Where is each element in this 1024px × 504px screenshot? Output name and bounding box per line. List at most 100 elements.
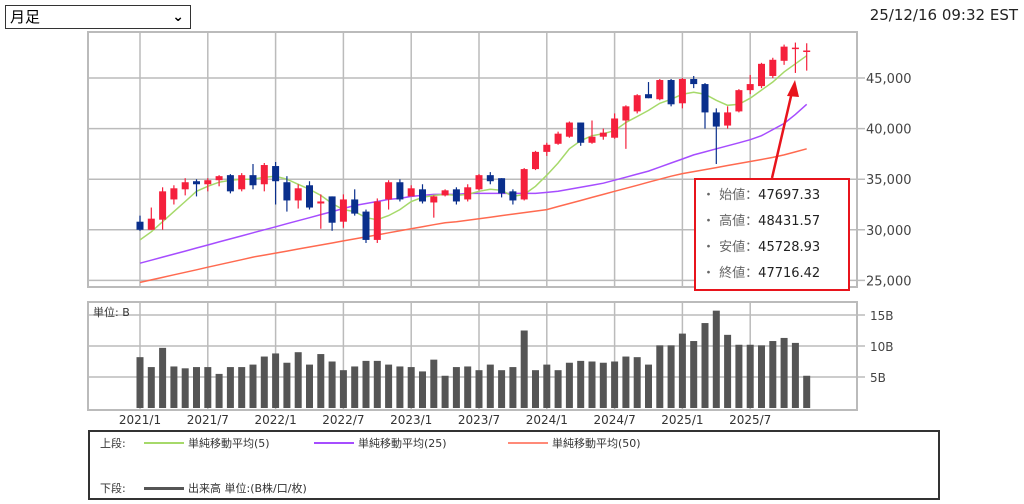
volume-bar — [430, 359, 438, 408]
candle-body — [791, 47, 799, 50]
volume-bar — [147, 367, 155, 408]
candle — [306, 181, 313, 210]
candle — [475, 174, 483, 191]
volume-tick-label: 5B — [870, 371, 886, 385]
candle-body — [486, 175, 494, 182]
period-select[interactable]: 月足 ⌄ — [5, 5, 191, 29]
chevron-down-icon: ⌄ — [172, 9, 184, 25]
tooltip-close: ・ 終値：47716.42 — [702, 266, 821, 281]
candle — [520, 168, 528, 201]
candle-body — [215, 176, 223, 181]
volume-bar — [645, 364, 652, 408]
candle — [249, 164, 257, 190]
legend-upper-label: 上段: — [100, 437, 126, 450]
candle-body — [735, 90, 743, 112]
candle-body — [678, 79, 686, 104]
price-tick-label: 45,000 — [866, 72, 912, 87]
ma50-swatch — [508, 442, 548, 444]
volume-bar — [622, 356, 630, 408]
candle-body — [306, 185, 313, 208]
candle-body — [249, 175, 257, 186]
candle-body — [633, 95, 641, 112]
candle-body — [543, 144, 551, 152]
candle — [351, 189, 359, 216]
candle-body — [758, 63, 765, 87]
candle — [272, 161, 280, 205]
candle-body — [588, 136, 596, 143]
candle-body — [622, 106, 630, 121]
volume-bar — [532, 370, 539, 408]
candle — [226, 174, 234, 194]
candle — [215, 175, 223, 187]
candle-body — [441, 190, 449, 196]
candle-body — [475, 175, 483, 190]
candle — [260, 163, 268, 192]
candle-body — [260, 165, 268, 185]
tooltip-low: ・ 安値：45728.93 — [702, 240, 821, 255]
volume-bar — [328, 361, 336, 408]
candle — [769, 57, 777, 78]
volume-bar — [780, 337, 788, 408]
candle — [362, 209, 370, 243]
candle-body — [701, 84, 709, 113]
price-tick-label: 25,000 — [866, 274, 912, 289]
candle — [622, 105, 630, 149]
volume-bar — [543, 364, 551, 408]
volume-bar — [260, 356, 268, 408]
candle — [193, 179, 200, 197]
volume-bar — [565, 362, 573, 408]
price-tick-label: 35,000 — [866, 173, 912, 188]
volume-bar — [611, 361, 619, 408]
volume-bar — [204, 367, 212, 408]
candle — [159, 187, 167, 230]
volume-bar — [803, 375, 811, 408]
candle — [678, 78, 686, 109]
candle-body — [159, 191, 167, 220]
candle-body — [656, 80, 664, 100]
candle — [452, 187, 460, 205]
candle — [498, 178, 506, 198]
candle-body — [430, 196, 438, 203]
candle — [724, 106, 732, 129]
candle-body — [193, 181, 200, 185]
x-tick-label: 2022/7 — [322, 413, 364, 427]
legend-volume: 出来高 単位:(B株/口/枚) — [144, 480, 307, 496]
volume-bar — [396, 366, 404, 408]
volume-bar — [373, 360, 381, 408]
candle-body — [780, 46, 788, 61]
volume-tick-label: 15B — [870, 309, 894, 323]
volume-bar — [486, 364, 494, 408]
volume-bar — [226, 367, 234, 408]
x-tick-label: 2025/1 — [661, 413, 703, 427]
candle — [509, 189, 517, 205]
volume-bar — [464, 366, 472, 408]
period-select-value: 月足 — [10, 8, 41, 26]
candle — [746, 74, 754, 95]
x-tick-label: 2021/1 — [119, 413, 161, 427]
candle — [181, 178, 189, 196]
volume-swatch — [144, 486, 184, 490]
volume-bar — [701, 323, 709, 408]
legend-ma50: 単純移動平均(50) — [508, 435, 641, 451]
volume-bar — [306, 364, 313, 408]
volume-bar — [317, 354, 325, 408]
volume-bar — [215, 373, 223, 408]
candle — [758, 62, 765, 89]
candle-body — [532, 151, 539, 170]
x-tick-label: 2022/1 — [254, 413, 296, 427]
candle-body — [238, 175, 246, 190]
candle-body — [181, 182, 189, 190]
candle — [419, 184, 426, 204]
volume-bar — [791, 342, 799, 408]
volume-bar — [385, 364, 393, 408]
candle-body — [712, 112, 720, 127]
volume-bar — [249, 364, 257, 408]
volume-bar — [520, 330, 528, 408]
candle-body — [667, 80, 675, 105]
candle-body — [362, 211, 370, 240]
volume-bar — [577, 360, 585, 408]
volume-bar — [724, 334, 732, 408]
volume-bar — [667, 345, 675, 408]
volume-bar — [136, 357, 144, 408]
candle-body — [724, 112, 732, 126]
